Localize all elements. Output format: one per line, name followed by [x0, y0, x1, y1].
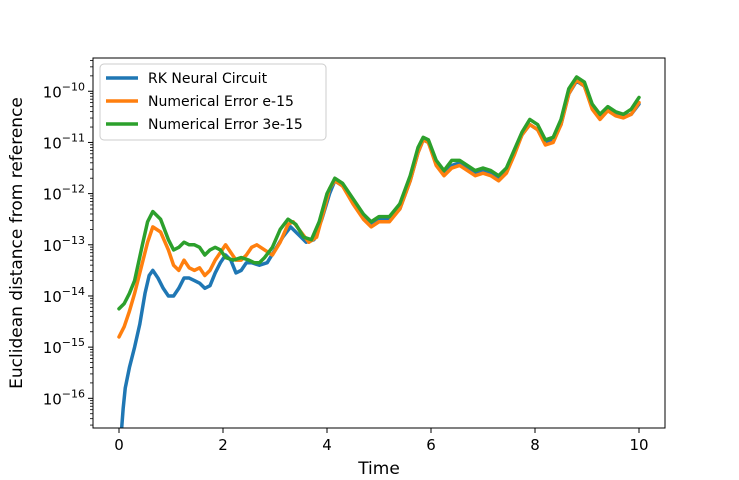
- series-layer: [117, 75, 641, 428]
- y-axis-title: Euclidean distance from reference: [7, 97, 27, 389]
- y-tick-label: 10−15: [43, 336, 85, 357]
- legend-frame: [99, 63, 327, 141]
- legend-label: Numerical Error 3e-15: [148, 117, 303, 133]
- x-axis: 0 2 4 6 8 10: [114, 428, 649, 454]
- y-tick-label: 10−13: [43, 234, 85, 255]
- y-tick-label: 10−16: [43, 387, 85, 408]
- x-tick-label: 2: [218, 436, 228, 454]
- y-tick-label: 10−12: [43, 183, 85, 204]
- x-tick-label: 10: [629, 436, 648, 454]
- y-tick-label: 10−10: [43, 80, 85, 101]
- y-tick-label: 10−11: [43, 131, 85, 152]
- x-axis-title: Time: [357, 459, 400, 479]
- legend: RK Neural Circuit Numerical Error e-15 Num…: [99, 63, 327, 141]
- plot-frame: [92, 57, 666, 429]
- legend-label: Numerical Error e-15: [148, 94, 294, 110]
- x-tick-label: 4: [322, 436, 332, 454]
- y-tick-label: 10−14: [43, 285, 85, 306]
- series-line-3: [117, 75, 641, 311]
- x-tick-label: 6: [426, 436, 436, 454]
- legend-label: RK Neural Circuit: [148, 71, 268, 87]
- x-tick-label: 0: [114, 436, 124, 454]
- y-axis: 10−16 10−15 10−14 10−13 10−12 10−11 10−10: [43, 60, 93, 426]
- x-tick-label: 8: [530, 436, 540, 454]
